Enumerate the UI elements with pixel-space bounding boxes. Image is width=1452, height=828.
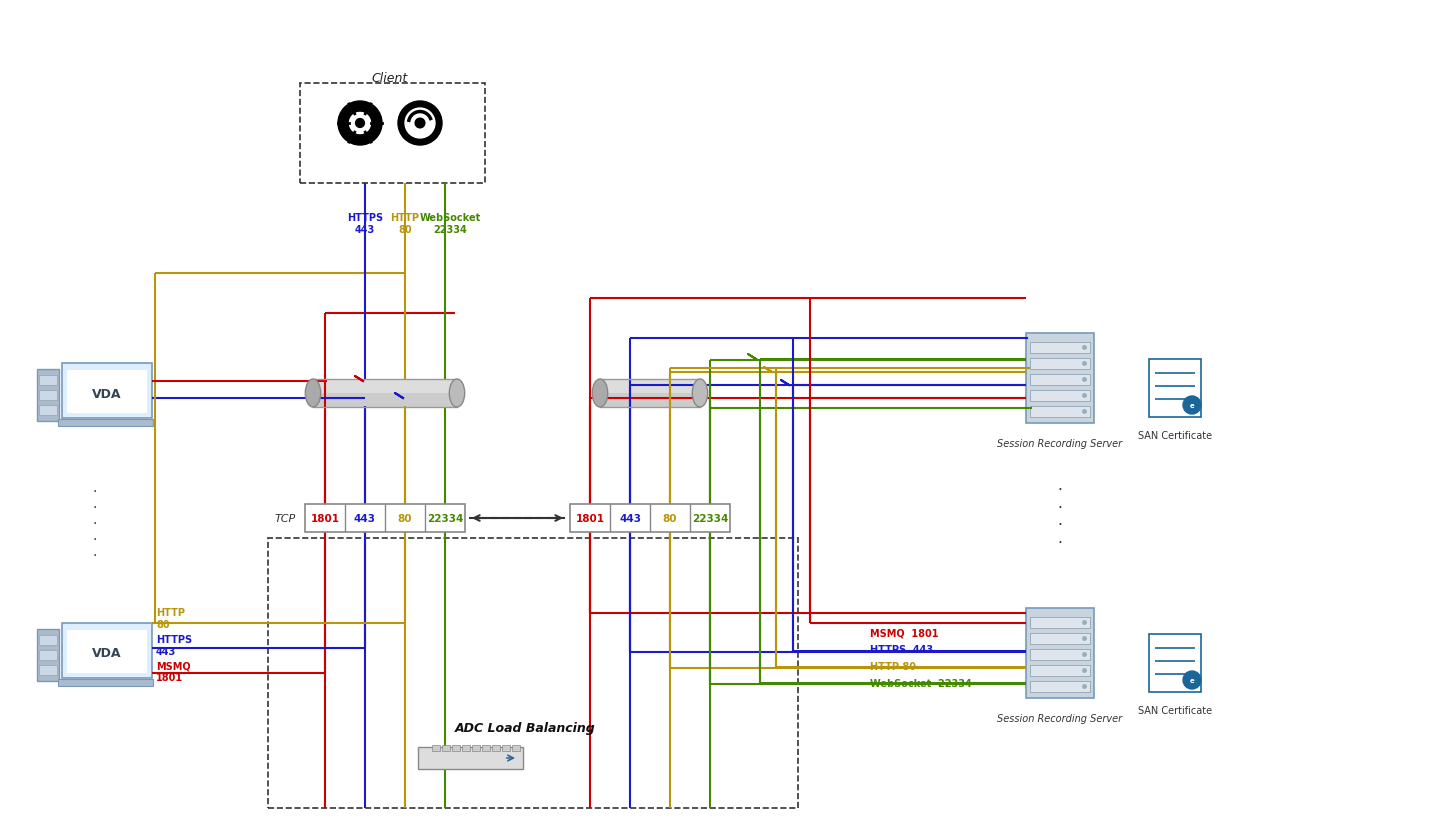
Text: 1801: 1801 <box>311 513 340 523</box>
Text: ·
·
·
·: · · · · <box>1057 483 1063 550</box>
Text: ADC Load Balancing: ADC Load Balancing <box>454 722 595 734</box>
Bar <box>36 369 60 421</box>
Bar <box>1029 374 1090 386</box>
Circle shape <box>338 102 382 146</box>
Text: HTTPS
443: HTTPS 443 <box>347 213 383 234</box>
Bar <box>492 745 499 751</box>
Bar <box>1029 665 1090 676</box>
Text: HTTP 80: HTTP 80 <box>870 662 916 672</box>
Text: 1801: 1801 <box>575 513 604 523</box>
Text: 443: 443 <box>354 513 376 523</box>
Bar <box>513 745 520 751</box>
Bar <box>39 650 57 660</box>
Bar <box>1029 681 1090 692</box>
Text: e: e <box>1189 677 1195 683</box>
Text: HTTP
80: HTTP 80 <box>155 608 184 629</box>
Text: MSMQ
1801: MSMQ 1801 <box>155 661 190 682</box>
Bar <box>1029 649 1090 660</box>
Circle shape <box>1183 672 1201 689</box>
Bar <box>418 747 523 769</box>
Circle shape <box>356 119 364 128</box>
Bar <box>305 504 465 532</box>
Bar <box>1149 634 1201 692</box>
Ellipse shape <box>305 379 321 407</box>
Text: VDA: VDA <box>93 647 122 660</box>
Text: SAN Certificate: SAN Certificate <box>1138 431 1212 440</box>
Bar <box>600 379 700 393</box>
Text: VDA: VDA <box>93 387 122 400</box>
Bar <box>269 538 799 808</box>
Bar <box>433 745 440 751</box>
Bar <box>441 745 450 751</box>
Ellipse shape <box>592 379 608 407</box>
Bar <box>482 745 489 751</box>
Text: 443: 443 <box>619 513 640 523</box>
Bar <box>301 84 485 184</box>
Ellipse shape <box>449 379 465 407</box>
Bar <box>67 371 147 413</box>
Text: HTTP
80: HTTP 80 <box>391 213 420 234</box>
Text: SAN Certificate: SAN Certificate <box>1138 705 1212 715</box>
Bar <box>472 745 481 751</box>
Bar <box>314 379 457 393</box>
Bar <box>1027 609 1093 698</box>
Text: TCP: TCP <box>274 513 296 523</box>
Circle shape <box>415 119 425 128</box>
Bar <box>67 630 147 673</box>
Circle shape <box>350 113 370 134</box>
Text: HTTPS
443: HTTPS 443 <box>155 634 192 656</box>
Bar <box>1029 617 1090 628</box>
Text: Session Recording Server: Session Recording Server <box>998 439 1122 449</box>
Bar <box>39 665 57 675</box>
Bar <box>39 635 57 645</box>
Text: 80: 80 <box>398 513 412 523</box>
Bar <box>62 363 152 418</box>
Text: Session Recording Server: Session Recording Server <box>998 713 1122 723</box>
Text: 80: 80 <box>662 513 677 523</box>
Text: WebSocket  22334: WebSocket 22334 <box>870 678 971 688</box>
Text: HTTPS  443: HTTPS 443 <box>870 644 934 654</box>
Text: MSMQ  1801: MSMQ 1801 <box>870 628 938 638</box>
Bar <box>600 379 700 407</box>
Bar <box>1149 359 1201 417</box>
Bar <box>1029 407 1090 417</box>
Circle shape <box>405 109 436 139</box>
Text: WebSocket
22334: WebSocket 22334 <box>420 213 481 234</box>
Bar <box>452 745 460 751</box>
Bar <box>39 391 57 401</box>
Bar <box>462 745 470 751</box>
Bar <box>39 406 57 416</box>
Bar <box>1029 343 1090 354</box>
Bar <box>58 679 152 686</box>
Text: e: e <box>1189 402 1195 408</box>
Text: 22334: 22334 <box>427 513 463 523</box>
Bar <box>36 629 60 681</box>
Text: ·
·
·
·
·: · · · · · <box>93 484 97 563</box>
Bar <box>314 379 457 407</box>
Text: 22334: 22334 <box>691 513 729 523</box>
Bar <box>502 745 510 751</box>
Bar <box>571 504 730 532</box>
Text: Client: Client <box>372 72 408 85</box>
Bar <box>62 623 152 678</box>
Bar <box>58 420 152 426</box>
Ellipse shape <box>693 379 707 407</box>
Circle shape <box>398 102 441 146</box>
Bar <box>39 376 57 386</box>
Bar <box>1029 633 1090 644</box>
Bar <box>1029 391 1090 402</box>
Bar <box>1029 359 1090 369</box>
Circle shape <box>1183 397 1201 415</box>
Bar <box>1027 334 1093 423</box>
